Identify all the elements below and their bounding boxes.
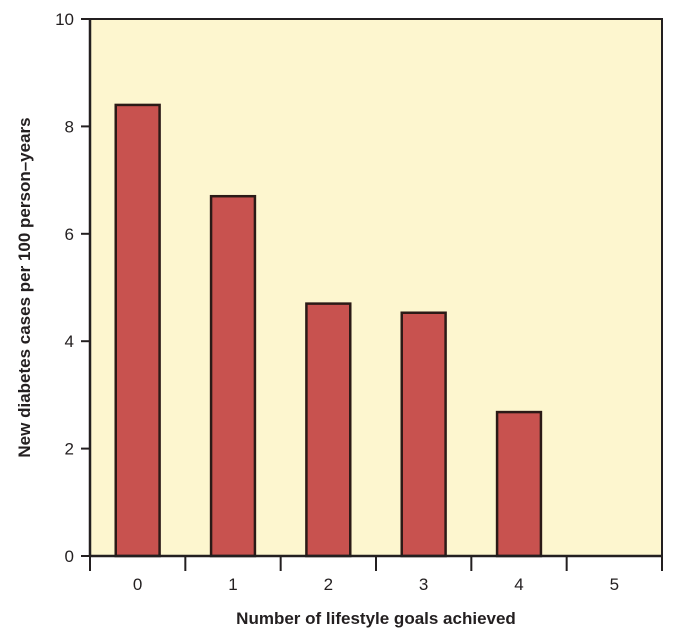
bar-1 [209, 194, 257, 558]
x-tick-label: 0 [133, 575, 142, 594]
y-tick-label: 4 [65, 332, 74, 351]
y-tick-label: 8 [65, 117, 74, 136]
tick-labels-group: 0 2 4 6 8 10 0 1 2 3 4 5 [55, 10, 619, 594]
bar-4 [495, 410, 543, 558]
y-tick-label: 2 [65, 440, 74, 459]
x-tick-label: 2 [324, 575, 333, 594]
bar-3 [400, 311, 447, 558]
y-axis-title: New diabetes cases per 100 person–years [15, 117, 34, 457]
bars-group [114, 103, 543, 558]
x-tick-label: 4 [514, 575, 523, 594]
x-axis-title: Number of lifestyle goals achieved [236, 609, 516, 628]
y-tick-label: 6 [65, 225, 74, 244]
bar-0 [114, 103, 161, 558]
y-tick-label: 0 [65, 547, 74, 566]
x-tick-label: 1 [228, 575, 237, 594]
plot-area [89, 18, 663, 557]
x-tick-label: 5 [610, 575, 619, 594]
bar-2 [305, 302, 352, 558]
y-tick-label: 10 [55, 10, 74, 29]
axes-group [81, 18, 663, 571]
x-tick-label: 3 [419, 575, 428, 594]
